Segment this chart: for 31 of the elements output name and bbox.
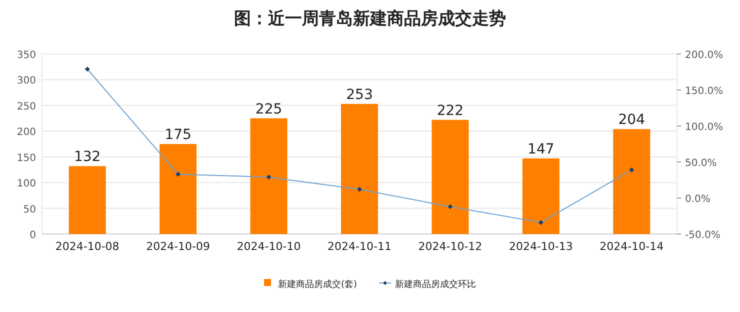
x-tick-label: 2024-10-08 <box>55 240 120 253</box>
legend-label: 新建商品房成交(套) <box>278 279 358 290</box>
data-label: 147 <box>528 141 554 158</box>
data-label: 132 <box>74 149 101 166</box>
x-tick-label: 2024-10-12 <box>418 240 482 253</box>
y2-tick-label: 100.0% <box>685 122 724 133</box>
y-tick-label: 350 <box>16 50 36 61</box>
data-label: 222 <box>436 102 464 119</box>
y2-tick-label: 0.0% <box>685 194 710 205</box>
x-tick-label: 2024-10-14 <box>600 240 664 253</box>
y2-tick-label: 150.0% <box>685 86 724 97</box>
y-tick-label: 200 <box>16 127 36 138</box>
x-tick-label: 2024-10-10 <box>236 240 301 253</box>
data-label: 225 <box>255 101 282 118</box>
y-tick-label: 100 <box>16 178 36 190</box>
y-tick-label: 0 <box>30 230 36 241</box>
chart-title: 图：近一周青岛新建商品房成交走势 <box>234 9 506 29</box>
y-tick-label: 150 <box>16 152 36 164</box>
y-tick-label: 300 <box>16 76 36 87</box>
data-label: 253 <box>346 86 373 103</box>
legend-label: 新建商品房成交环比 <box>395 279 476 290</box>
y2-tick-label: 50.0% <box>685 158 717 169</box>
y2-tick-label: 200.0% <box>685 50 724 61</box>
x-tick-label: 2024-10-09 <box>146 240 210 253</box>
y2-tick-label: -50.0% <box>685 230 720 241</box>
data-label: 175 <box>164 127 192 143</box>
y-tick-label: 50 <box>23 204 36 216</box>
data-label: 204 <box>618 112 646 128</box>
x-tick-label: 2024-10-11 <box>328 240 392 253</box>
x-tick-label: 2024-10-13 <box>508 240 573 253</box>
y-tick-label: 250 <box>16 101 36 112</box>
